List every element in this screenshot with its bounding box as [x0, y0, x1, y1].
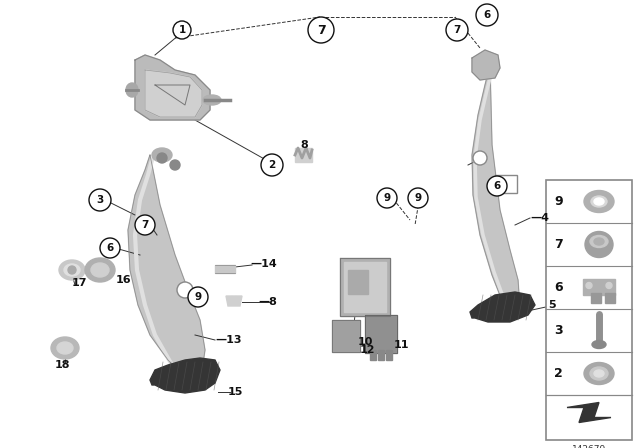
Circle shape: [487, 176, 507, 196]
Bar: [365, 315, 397, 353]
Circle shape: [377, 188, 397, 208]
Text: 10: 10: [358, 337, 373, 347]
Text: 7: 7: [554, 238, 563, 251]
Circle shape: [408, 188, 428, 208]
Text: 1: 1: [179, 25, 186, 35]
Text: 11: 11: [394, 340, 410, 350]
Ellipse shape: [152, 148, 172, 162]
Bar: [386, 350, 392, 360]
Text: 12: 12: [360, 345, 376, 355]
Text: 142679: 142679: [572, 445, 606, 448]
Text: —4: —4: [530, 213, 549, 223]
Bar: [591, 293, 601, 303]
Text: —14: —14: [250, 259, 276, 269]
Ellipse shape: [585, 232, 613, 258]
Text: 6: 6: [483, 10, 491, 20]
Ellipse shape: [203, 95, 221, 105]
Text: 6: 6: [493, 181, 500, 191]
Circle shape: [446, 19, 468, 41]
Ellipse shape: [584, 190, 614, 212]
Text: 2: 2: [554, 367, 563, 380]
Polygon shape: [295, 148, 312, 162]
Text: 3: 3: [554, 324, 563, 337]
Circle shape: [606, 283, 612, 289]
Text: 18: 18: [55, 360, 70, 370]
Text: 7: 7: [141, 220, 148, 230]
Polygon shape: [128, 155, 205, 380]
Ellipse shape: [126, 83, 138, 97]
Circle shape: [89, 189, 111, 211]
Polygon shape: [472, 50, 500, 80]
Text: 2: 2: [268, 160, 276, 170]
Circle shape: [473, 151, 487, 165]
Bar: [348, 270, 368, 294]
Circle shape: [188, 287, 208, 307]
Ellipse shape: [590, 367, 608, 380]
Ellipse shape: [591, 196, 607, 207]
Ellipse shape: [594, 198, 604, 205]
Text: 8: 8: [300, 140, 308, 150]
Bar: [378, 350, 384, 360]
Bar: [370, 350, 376, 360]
Ellipse shape: [59, 260, 85, 280]
Bar: [583, 280, 615, 296]
Ellipse shape: [51, 337, 79, 359]
Polygon shape: [135, 55, 210, 120]
Text: 6: 6: [554, 281, 563, 294]
Text: 17: 17: [72, 278, 88, 288]
Text: 7: 7: [317, 23, 325, 36]
Circle shape: [100, 238, 120, 258]
Text: 9: 9: [195, 292, 202, 302]
Text: —8: —8: [258, 297, 277, 307]
Polygon shape: [470, 292, 535, 322]
Text: 16: 16: [116, 275, 132, 285]
Text: —13: —13: [215, 335, 241, 345]
Circle shape: [170, 160, 180, 170]
Circle shape: [135, 215, 155, 235]
Bar: [332, 320, 360, 352]
Bar: [546, 180, 632, 440]
Bar: [495, 175, 517, 193]
Polygon shape: [567, 402, 611, 422]
Polygon shape: [150, 358, 220, 393]
Ellipse shape: [85, 258, 115, 282]
Circle shape: [261, 154, 283, 176]
Text: 5: 5: [548, 300, 556, 310]
Bar: [215, 265, 235, 273]
Text: 3: 3: [97, 195, 104, 205]
Text: 9: 9: [554, 195, 563, 208]
Polygon shape: [472, 65, 520, 318]
Circle shape: [476, 4, 498, 26]
Circle shape: [177, 282, 193, 298]
Ellipse shape: [584, 362, 614, 384]
Bar: [340, 258, 390, 316]
Ellipse shape: [64, 264, 80, 276]
Ellipse shape: [590, 236, 608, 247]
Circle shape: [68, 266, 76, 274]
Polygon shape: [226, 296, 242, 306]
Text: 6: 6: [106, 243, 114, 253]
Circle shape: [308, 17, 334, 43]
Ellipse shape: [592, 340, 606, 349]
Polygon shape: [145, 70, 202, 117]
Ellipse shape: [594, 370, 604, 377]
Text: 9: 9: [383, 193, 390, 203]
Ellipse shape: [57, 342, 73, 354]
Bar: [344, 262, 386, 312]
Circle shape: [586, 283, 592, 289]
Text: 7: 7: [453, 25, 461, 35]
Bar: [605, 293, 615, 303]
Ellipse shape: [594, 238, 604, 245]
Circle shape: [173, 21, 191, 39]
Text: 9: 9: [415, 193, 422, 203]
Circle shape: [157, 153, 167, 163]
Text: 15: 15: [228, 387, 243, 397]
Ellipse shape: [91, 263, 109, 277]
